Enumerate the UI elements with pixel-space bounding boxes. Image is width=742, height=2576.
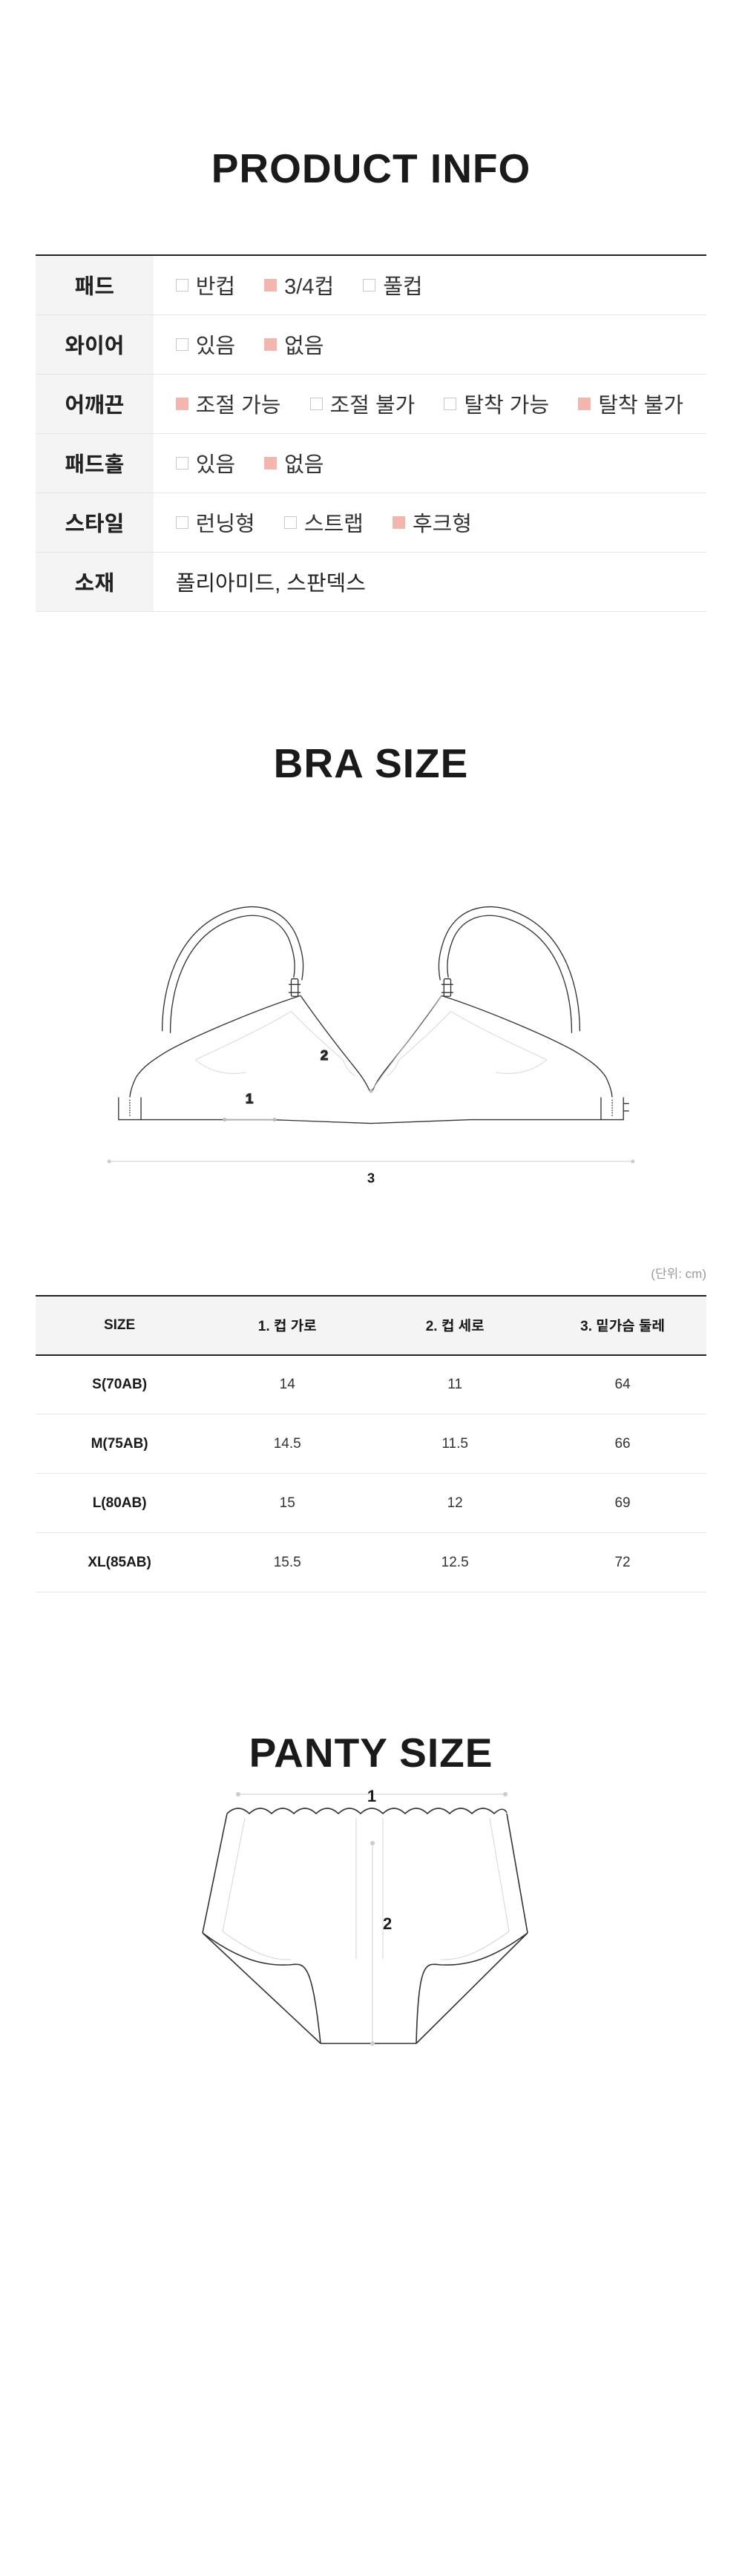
svg-text:2: 2 xyxy=(383,1914,392,1933)
svg-text:1: 1 xyxy=(246,1090,253,1106)
svg-text:3: 3 xyxy=(367,1170,375,1185)
svg-text:2: 2 xyxy=(321,1047,328,1062)
svg-text:1: 1 xyxy=(367,1788,376,1805)
